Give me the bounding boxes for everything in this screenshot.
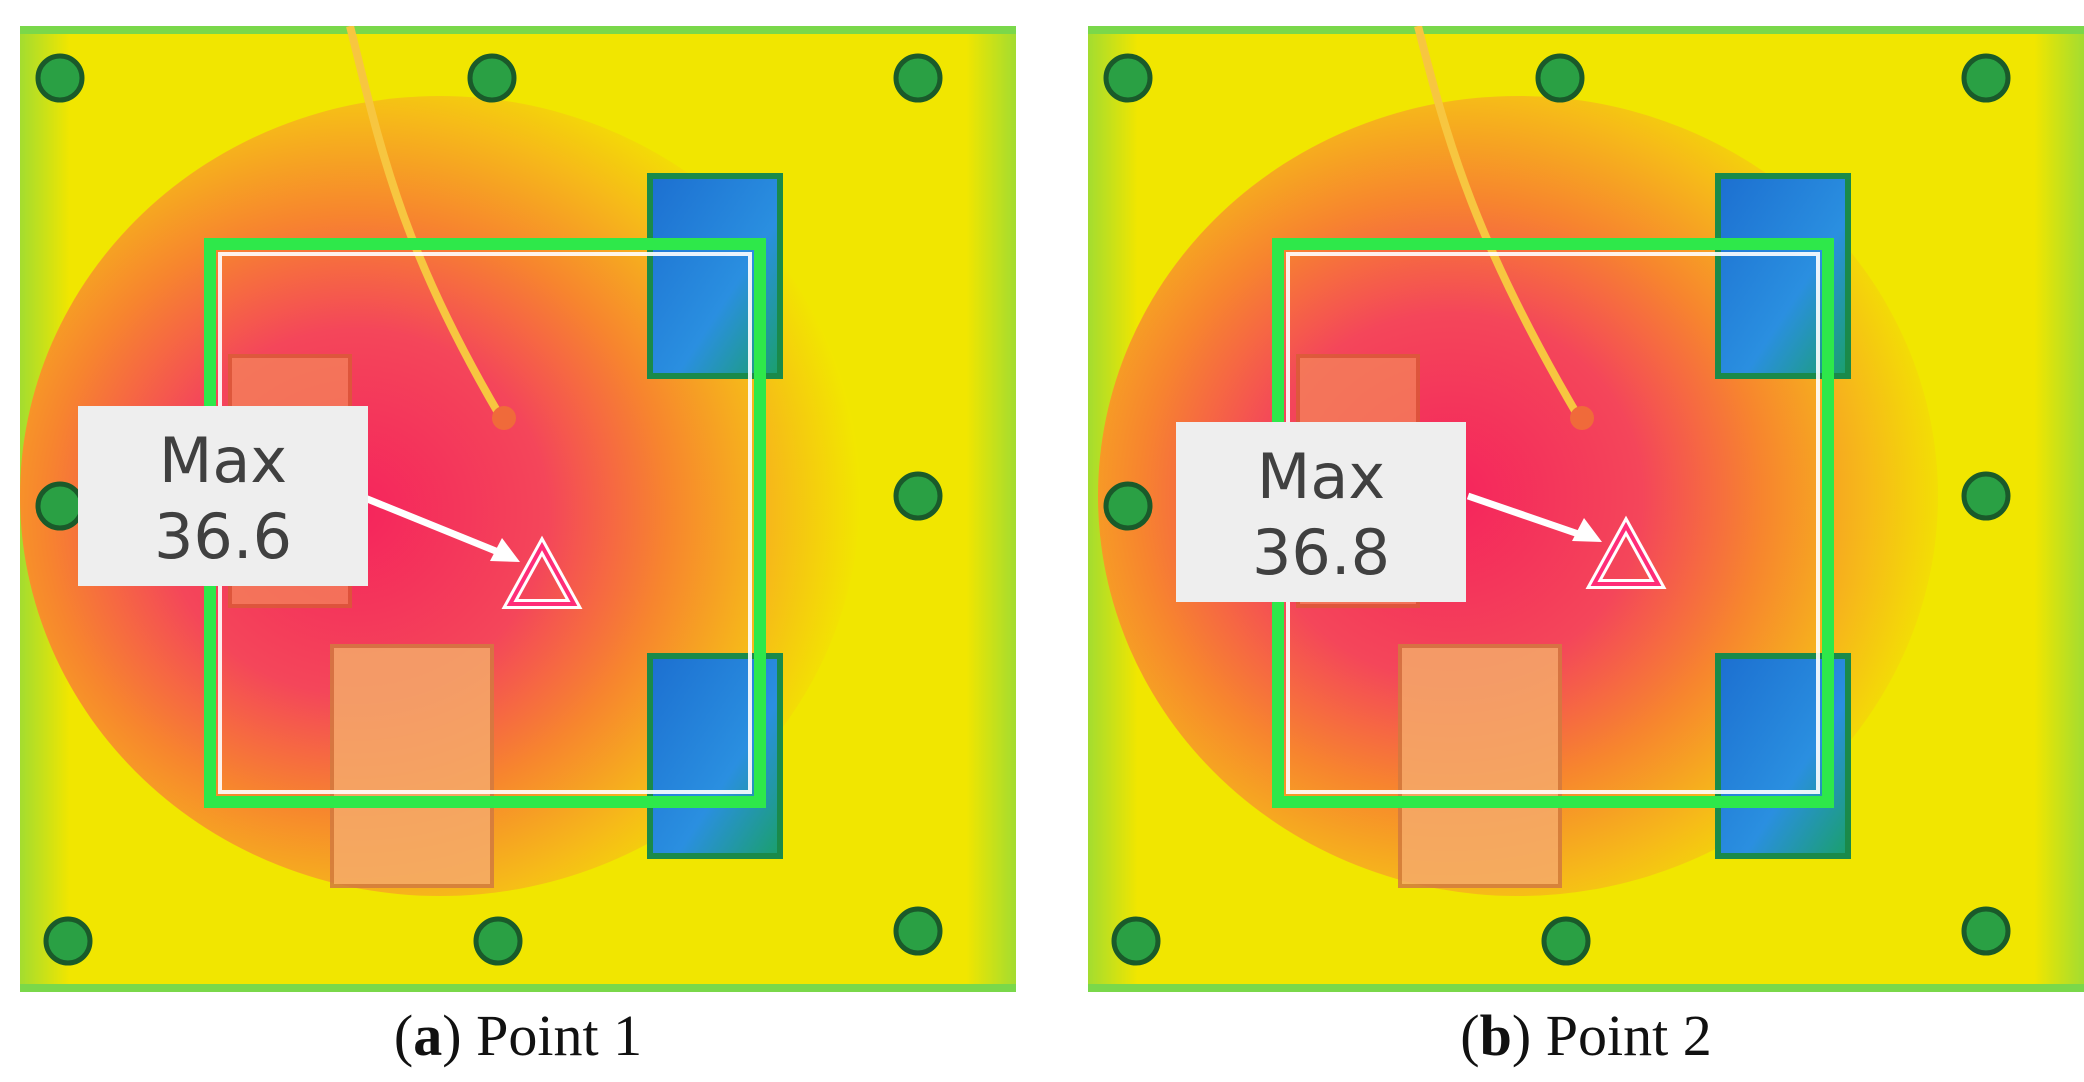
caption-text: Point 2	[1545, 1003, 1712, 1068]
thermal-panel-a: Max 36.6	[20, 26, 1016, 992]
max-value: 36.6	[153, 500, 293, 573]
max-readout-a: Max 36.6	[78, 406, 368, 586]
max-readout-b: Max 36.8	[1176, 422, 1466, 602]
caption-b: (b) Point 2	[1460, 1003, 1712, 1068]
caption-letter: a	[413, 1003, 443, 1068]
max-label: Max	[158, 424, 288, 497]
max-label: Max	[1256, 440, 1386, 513]
caption-letter: b	[1479, 1003, 1512, 1068]
caption-text: Point 1	[476, 1003, 643, 1068]
caption-a: (a) Point 1	[393, 1003, 643, 1068]
max-value: 36.8	[1251, 516, 1391, 589]
thermal-panel-b: Max 36.8	[1088, 26, 2084, 992]
